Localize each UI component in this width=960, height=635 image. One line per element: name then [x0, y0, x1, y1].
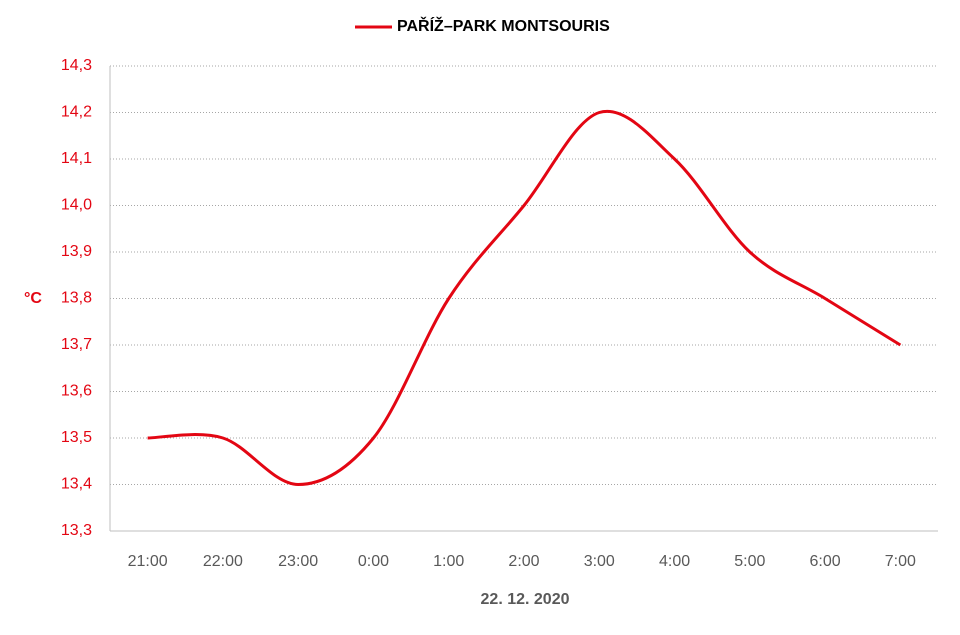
x-tick-label: 7:00	[885, 553, 916, 570]
x-tick-label: 21:00	[128, 553, 168, 570]
y-tick-label: 14,3	[61, 57, 92, 74]
y-tick-label: 14,2	[61, 104, 92, 121]
x-tick-label: 5:00	[734, 553, 765, 570]
x-tick-label: 22:00	[203, 553, 243, 570]
legend-label: PAŘÍŽ–PARK MONTSOURIS	[397, 16, 610, 35]
y-tick-label: 13,6	[61, 383, 92, 400]
x-tick-label: 4:00	[659, 553, 690, 570]
x-tick-label: 23:00	[278, 553, 318, 570]
y-tick-label: 13,7	[61, 336, 92, 353]
y-tick-label: 13,5	[61, 429, 92, 446]
y-axis-label: °C	[24, 290, 42, 307]
x-tick-label: 6:00	[810, 553, 841, 570]
x-tick-label: 1:00	[433, 553, 464, 570]
y-tick-label: 13,4	[61, 476, 92, 493]
x-tick-label: 3:00	[584, 553, 615, 570]
line	[147, 109, 902, 487]
y-tick-label: 14,1	[61, 150, 92, 167]
y-tick-label: 13,9	[61, 243, 92, 260]
x-axis-title: 22. 12. 2020	[481, 591, 570, 608]
y-tick-label: 13,3	[61, 522, 92, 539]
y-tick-label: 14,0	[61, 197, 92, 214]
y-tick-label: 13,8	[61, 290, 92, 307]
x-tick-label: 2:00	[508, 553, 539, 570]
x-tick-label: 0:00	[358, 553, 389, 570]
